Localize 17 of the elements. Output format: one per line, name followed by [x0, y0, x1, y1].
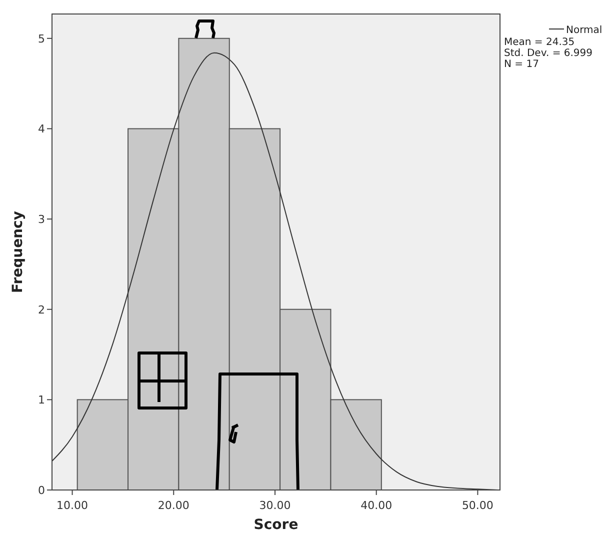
- x-tick-label: 10.00: [56, 499, 88, 512]
- text: N = 17: [504, 59, 539, 70]
- x-axis-title: Score: [254, 517, 298, 533]
- x-tick-label: 20.00: [158, 499, 190, 512]
- y-tick-label: 4: [38, 122, 45, 136]
- y-axis-title: Frequency: [10, 211, 26, 293]
- legend-label: Normal: [566, 25, 602, 36]
- text: Mean = 24.35: [504, 37, 575, 48]
- y-tick-label: 0: [38, 484, 45, 497]
- x-tick-label: 30.00: [259, 499, 291, 512]
- y-tick-label: 1: [38, 394, 45, 407]
- text: Std. Dev. = 6.999: [504, 48, 593, 59]
- x-tick-label: 50.00: [462, 499, 494, 512]
- y-tick-label: 3: [38, 213, 45, 226]
- y-tick-label: 2: [38, 303, 45, 316]
- y-tick-label: 5: [38, 32, 45, 46]
- x-tick-label: 40.00: [360, 499, 392, 512]
